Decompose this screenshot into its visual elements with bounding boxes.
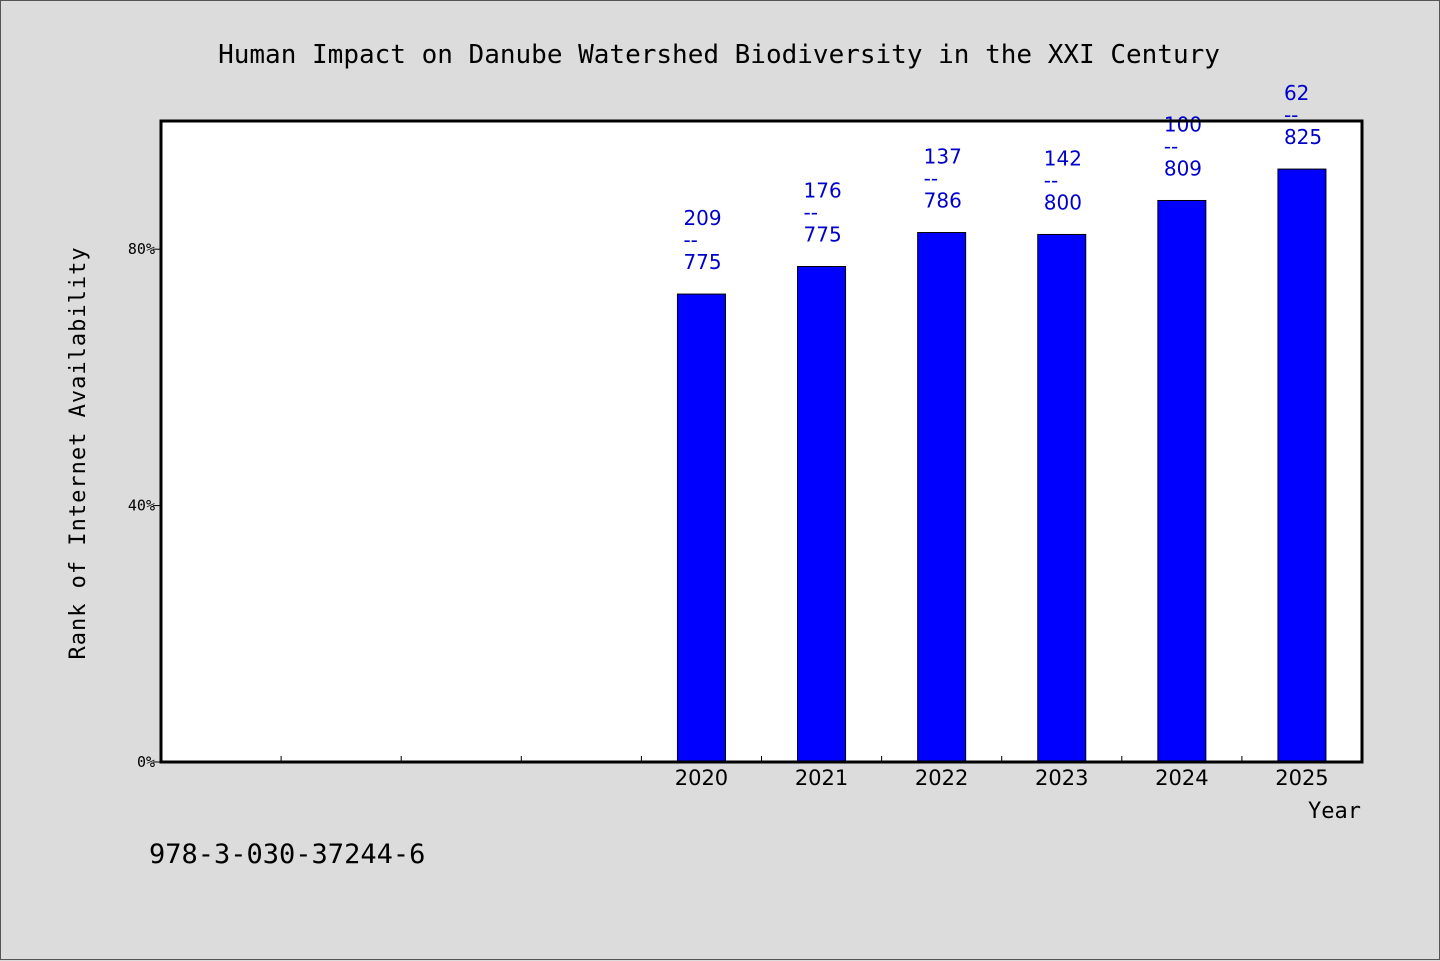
- bar-label-rank: 209: [683, 206, 721, 230]
- bar: [917, 232, 967, 763]
- x-tick-label: 2020: [675, 766, 728, 790]
- bar: [1277, 168, 1327, 763]
- y-tick-label: 40%: [128, 497, 155, 515]
- bar-label-separator: --: [1044, 168, 1058, 192]
- data-labels-layer: 209--775176--775137--786142--800100--809…: [683, 81, 1322, 274]
- bar-label-rank: 142: [1044, 146, 1082, 170]
- bar-label-separator: --: [804, 201, 818, 225]
- bar-label-count: 786: [924, 189, 962, 213]
- bar-label-rank: 176: [804, 179, 842, 203]
- x-tick-label: 2021: [795, 766, 848, 790]
- bar: [797, 266, 847, 763]
- bar-label-count: 825: [1284, 125, 1322, 149]
- x-tick-label: 2025: [1275, 766, 1328, 790]
- x-tick-label: 2024: [1155, 766, 1208, 790]
- bar-label-count: 800: [1044, 190, 1082, 214]
- plot-border: [159, 119, 1364, 764]
- x-tick-label: 2022: [915, 766, 968, 790]
- bars-layer: [676, 168, 1327, 763]
- bar-label-separator: --: [1284, 103, 1298, 127]
- bar-label-count: 809: [1164, 156, 1202, 180]
- x-tick-label: 2023: [1035, 766, 1088, 790]
- bar-label-rank: 100: [1164, 112, 1202, 136]
- chart-title: Human Impact on Danube Watershed Biodive…: [218, 40, 1220, 70]
- bar-label-separator: --: [683, 228, 697, 252]
- isbn-footnote: 978-3-030-37244-6: [149, 839, 425, 870]
- y-tick-label: 80%: [128, 240, 155, 258]
- bar-label-rank: 137: [924, 145, 962, 169]
- bar: [676, 293, 726, 763]
- ticks-layer: 0% 40% 80% 2020 2021 2022 2023 2024 2025: [128, 240, 1329, 790]
- bar-label-count: 775: [683, 250, 721, 274]
- bar-label-count: 775: [804, 223, 842, 247]
- bar: [1037, 233, 1087, 763]
- bar-label-separator: --: [924, 167, 938, 191]
- bar: [1157, 199, 1207, 763]
- bar-label-rank: 62: [1284, 81, 1309, 105]
- bar-label-separator: --: [1164, 134, 1178, 158]
- x-axis-title: Year: [1308, 799, 1361, 824]
- y-tick-label: 0%: [137, 753, 155, 771]
- y-axis-title: Rank of Internet Availability: [66, 246, 91, 659]
